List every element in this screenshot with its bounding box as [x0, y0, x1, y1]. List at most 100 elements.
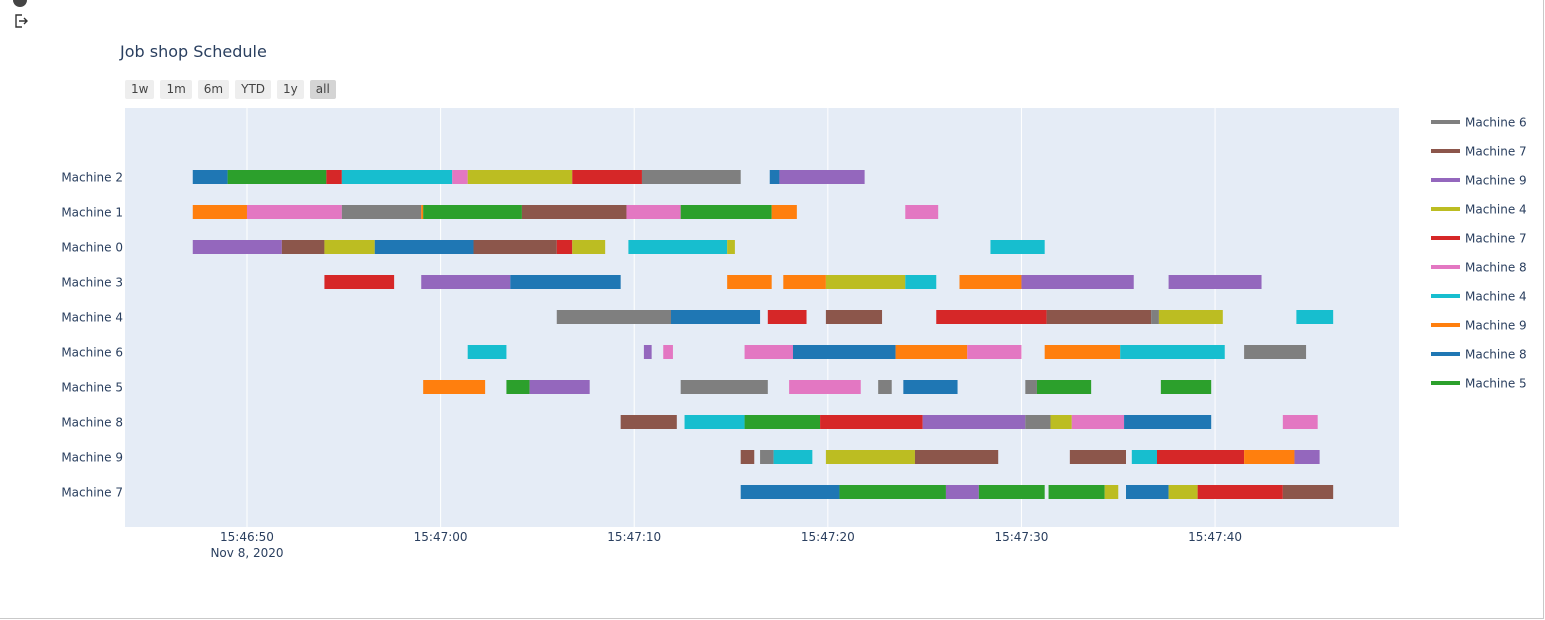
task-bar[interactable] [227, 170, 327, 184]
task-bar[interactable] [1244, 345, 1307, 359]
task-bar[interactable] [529, 380, 590, 394]
task-bar[interactable] [779, 170, 865, 184]
task-bar[interactable] [626, 205, 681, 219]
task-bar[interactable] [423, 205, 522, 219]
legend-label[interactable]: Machine 7 [1465, 145, 1527, 159]
task-bar[interactable] [1046, 310, 1152, 324]
legend-label[interactable]: Machine 5 [1465, 377, 1527, 391]
task-bar[interactable] [922, 415, 1026, 429]
task-bar[interactable] [905, 205, 939, 219]
task-bar[interactable] [467, 170, 573, 184]
task-bar[interactable] [1120, 345, 1225, 359]
task-bar[interactable] [324, 240, 375, 254]
task-bar[interactable] [1158, 310, 1223, 324]
task-bar[interactable] [680, 205, 772, 219]
task-bar[interactable] [945, 485, 979, 499]
task-bar[interactable] [1021, 275, 1134, 289]
task-bar[interactable] [1104, 485, 1119, 499]
task-bar[interactable] [771, 205, 797, 219]
task-bar[interactable] [1282, 485, 1334, 499]
task-bar[interactable] [959, 275, 1022, 289]
task-bar[interactable] [423, 380, 486, 394]
task-bar[interactable] [641, 170, 741, 184]
task-bar[interactable] [740, 450, 755, 464]
legend-label[interactable]: Machine 9 [1465, 319, 1527, 333]
task-bar[interactable] [1131, 450, 1157, 464]
task-bar[interactable] [744, 415, 821, 429]
task-bar[interactable] [1151, 310, 1159, 324]
task-bar[interactable] [663, 345, 673, 359]
task-bar[interactable] [246, 205, 342, 219]
task-bar[interactable] [281, 240, 325, 254]
task-bar[interactable] [773, 450, 813, 464]
task-bar[interactable] [192, 205, 247, 219]
task-bar[interactable] [341, 170, 453, 184]
task-bar[interactable] [740, 485, 840, 499]
task-bar[interactable] [326, 170, 342, 184]
task-bar[interactable] [789, 380, 861, 394]
task-bar[interactable] [825, 450, 915, 464]
task-bar[interactable] [452, 170, 468, 184]
task-bar[interactable] [1294, 450, 1320, 464]
task-bar[interactable] [792, 345, 896, 359]
task-bar[interactable] [680, 380, 768, 394]
task-bar[interactable] [990, 240, 1045, 254]
task-bar[interactable] [556, 240, 573, 254]
export-icon[interactable] [13, 13, 29, 33]
task-bar[interactable] [1168, 275, 1262, 289]
task-bar[interactable] [905, 275, 937, 289]
task-bar[interactable] [324, 275, 395, 289]
range-button-all[interactable]: all [309, 80, 336, 99]
task-bar[interactable] [767, 310, 807, 324]
task-bar[interactable] [1156, 450, 1245, 464]
legend-label[interactable]: Machine 4 [1465, 203, 1527, 217]
task-bar[interactable] [936, 310, 1047, 324]
task-bar[interactable] [727, 240, 735, 254]
legend-label[interactable]: Machine 9 [1465, 174, 1527, 188]
task-bar[interactable] [1071, 415, 1125, 429]
task-bar[interactable] [825, 275, 906, 289]
task-bar[interactable] [510, 275, 621, 289]
task-bar[interactable] [1025, 415, 1051, 429]
task-bar[interactable] [506, 380, 530, 394]
task-bar[interactable] [1296, 310, 1334, 324]
task-bar[interactable] [820, 415, 923, 429]
task-bar[interactable] [671, 310, 761, 324]
task-bar[interactable] [839, 485, 946, 499]
task-bar[interactable] [769, 170, 780, 184]
task-bar[interactable] [341, 205, 422, 219]
task-bar[interactable] [895, 345, 968, 359]
task-bar[interactable] [467, 345, 507, 359]
legend-label[interactable]: Machine 7 [1465, 232, 1527, 246]
legend-label[interactable]: Machine 4 [1465, 290, 1527, 304]
task-bar[interactable] [374, 240, 474, 254]
task-bar[interactable] [684, 415, 745, 429]
task-bar[interactable] [1126, 485, 1169, 499]
task-bar[interactable] [978, 485, 1045, 499]
range-button-ytd[interactable]: YTD [235, 80, 272, 99]
task-bar[interactable] [572, 170, 642, 184]
task-bar[interactable] [628, 240, 728, 254]
task-bar[interactable] [1282, 415, 1318, 429]
task-bar[interactable] [643, 345, 652, 359]
task-bar[interactable] [421, 275, 511, 289]
task-bar[interactable] [1168, 485, 1198, 499]
legend-label[interactable]: Machine 8 [1465, 261, 1527, 275]
range-button-6m[interactable]: 6m [197, 80, 230, 99]
task-bar[interactable] [914, 450, 999, 464]
legend-label[interactable]: Machine 8 [1465, 348, 1527, 362]
task-bar[interactable] [903, 380, 958, 394]
task-bar[interactable] [1197, 485, 1283, 499]
task-bar[interactable] [1044, 345, 1121, 359]
task-bar[interactable] [825, 310, 883, 324]
task-bar[interactable] [1025, 380, 1037, 394]
task-bar[interactable] [1124, 415, 1212, 429]
toolbar-circle-icon[interactable] [13, 0, 27, 7]
task-bar[interactable] [1036, 380, 1092, 394]
task-bar[interactable] [192, 170, 228, 184]
task-bar[interactable] [572, 240, 606, 254]
task-bar[interactable] [744, 345, 793, 359]
task-bar[interactable] [192, 240, 282, 254]
task-bar[interactable] [878, 380, 892, 394]
task-bar[interactable] [1048, 485, 1105, 499]
